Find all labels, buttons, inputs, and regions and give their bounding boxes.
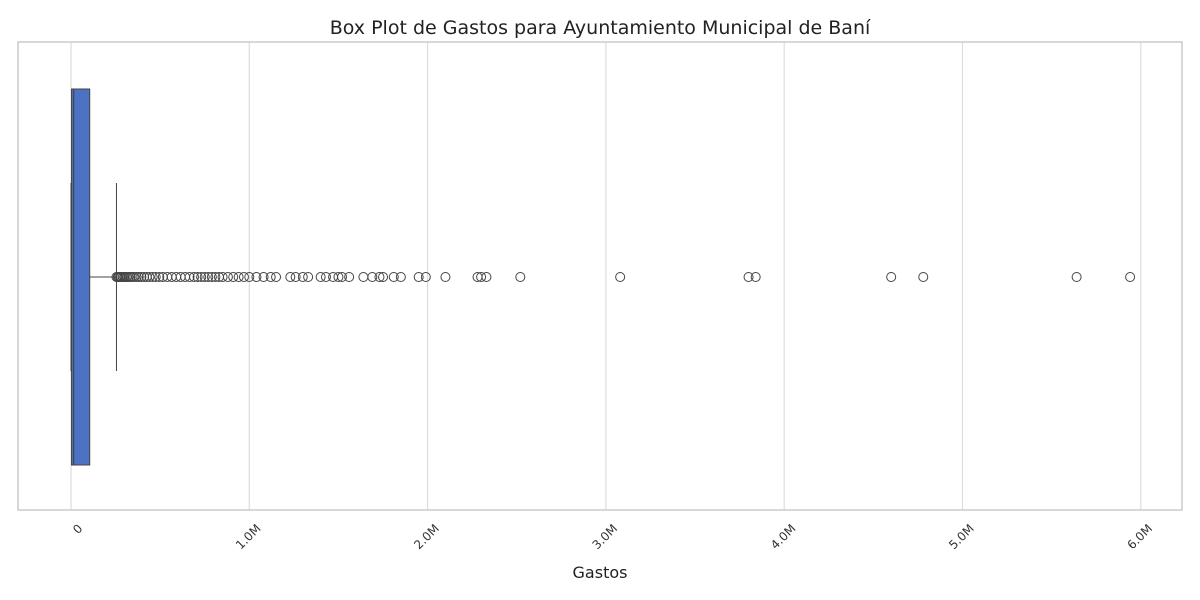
outlier-point-31 (196, 272, 207, 282)
outlier-point-39 (228, 272, 239, 282)
outlier-point-73 (886, 272, 897, 282)
outlier-point-52 (320, 272, 331, 282)
outlier-point-62 (395, 272, 406, 282)
outlier-point-35 (210, 272, 221, 282)
outlier-point-57 (358, 272, 369, 282)
outlier-point-69 (515, 272, 526, 282)
outlier-point-32 (199, 272, 210, 282)
x-tick-label-1: 1.0M (233, 521, 264, 552)
outlier-point-51 (315, 272, 326, 282)
outlier-point-29 (189, 272, 200, 282)
outlier-point-49 (297, 272, 308, 282)
outlier-point-63 (413, 272, 424, 282)
x-tick-label-3: 3.0M (590, 521, 621, 552)
outlier-point-74 (918, 272, 929, 282)
outlier-point-65 (440, 272, 451, 282)
outlier-point-55 (337, 272, 348, 282)
outlier-point-37 (217, 272, 228, 282)
outlier-point-76 (1125, 272, 1136, 282)
outlier-point-14 (133, 272, 144, 282)
x-tick-label-6: 6.0M (1124, 521, 1155, 552)
outlier-point-67 (476, 272, 487, 282)
outlier-point-42 (244, 272, 255, 282)
outlier-point-75 (1071, 272, 1082, 282)
outlier-point-28 (184, 272, 195, 282)
outlier-point-47 (285, 272, 296, 282)
box-iqr (71, 88, 91, 466)
outlier-point-21 (154, 272, 165, 282)
outlier-point-64 (420, 272, 431, 282)
outlier-point-33 (203, 272, 214, 282)
x-axis-label: Gastos (573, 563, 628, 582)
outlier-point-30 (192, 272, 203, 282)
outlier-point-20 (150, 272, 161, 282)
grid-lines (70, 42, 1142, 510)
outlier-point-61 (388, 272, 399, 282)
outlier-point-58 (367, 272, 378, 282)
x-tick-labels: 0 1.0M 2.0M 3.0M 4.0M 5.0M 6.0M (70, 521, 1155, 552)
outlier-point-40 (233, 272, 244, 282)
outlier-layer (111, 272, 1136, 282)
outlier-point-59 (374, 272, 385, 282)
outlier-point-15 (136, 272, 147, 282)
outlier-point-48 (290, 272, 301, 282)
plot-frame (17, 41, 1183, 511)
outlier-point-60 (378, 272, 389, 282)
outlier-point-53 (328, 272, 339, 282)
outlier-point-41 (238, 272, 249, 282)
x-tick-label-0: 0 (70, 521, 85, 536)
x-tick-label-2: 2.0M (411, 521, 442, 552)
outlier-point-54 (333, 272, 344, 282)
outlier-point-34 (206, 272, 217, 282)
outlier-point-56 (344, 272, 355, 282)
outlier-point-46 (271, 272, 282, 282)
outlier-point-72 (750, 272, 761, 282)
x-tick-label-5: 5.0M (946, 521, 977, 552)
outlier-point-45 (265, 272, 276, 282)
outlier-point-19 (147, 272, 158, 282)
outlier-point-12 (129, 272, 140, 282)
outlier-point-43 (251, 272, 262, 282)
chart-title: Box Plot de Gastos para Ayuntamiento Mun… (330, 17, 871, 39)
x-tick-label-4: 4.0M (768, 521, 799, 552)
outlier-point-38 (222, 272, 233, 282)
outlier-point-70 (615, 272, 626, 282)
outlier-point-50 (303, 272, 314, 282)
outlier-point-44 (258, 272, 269, 282)
outlier-point-18 (144, 272, 155, 282)
outlier-point-68 (481, 272, 492, 282)
outlier-point-71 (743, 272, 754, 282)
box-layer (70, 88, 117, 466)
